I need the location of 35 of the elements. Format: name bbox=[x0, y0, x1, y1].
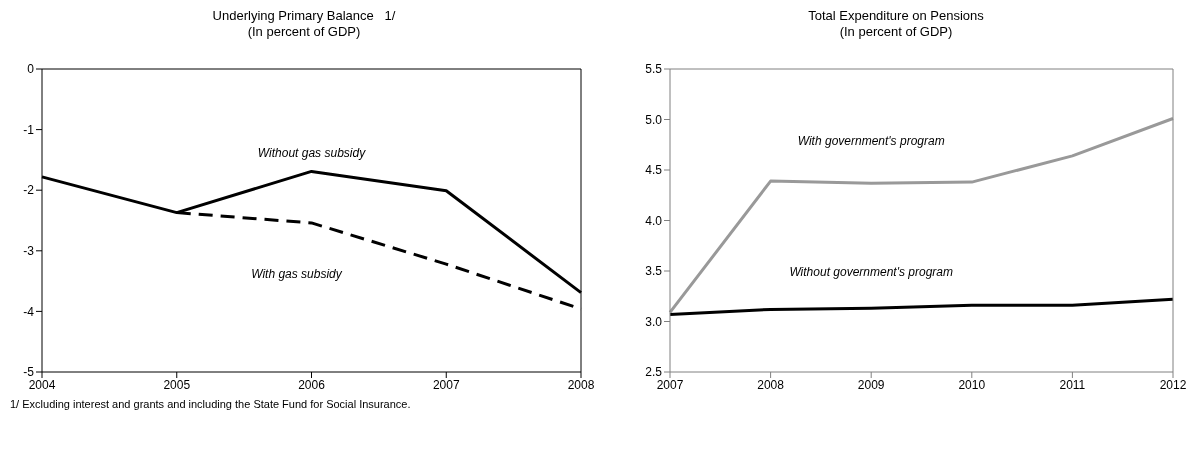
x-tick-label: 2008 bbox=[757, 377, 785, 392]
x-tick-label: 2009 bbox=[857, 377, 885, 392]
x-tick-label: 2011 bbox=[1059, 377, 1086, 392]
chart-title: Total Expenditure on Pensions bbox=[807, 8, 985, 24]
x-tick-label: 2010 bbox=[958, 377, 986, 392]
line-series bbox=[668, 297, 1175, 316]
y-tick-label: -4 bbox=[23, 304, 35, 319]
y-tick-label: 0 bbox=[27, 62, 35, 77]
x-tick-label: 2008 bbox=[567, 377, 595, 392]
text: With gas subsidy bbox=[251, 266, 343, 281]
chart-title: Underlying Primary Balance 1/ bbox=[211, 8, 397, 24]
x-tick-label: 2005 bbox=[163, 377, 191, 392]
y-tick-label: 3.0 bbox=[645, 314, 663, 329]
x-tick-label: 2004 bbox=[28, 377, 56, 392]
x-tick-label: 2012 bbox=[1159, 377, 1187, 392]
x-tick-label: 2007 bbox=[656, 377, 684, 392]
y-tick-label: -2 bbox=[23, 183, 35, 198]
line-series bbox=[668, 116, 1175, 314]
text: With government's program bbox=[797, 134, 945, 149]
x-tick-label: 2007 bbox=[432, 377, 460, 392]
text: 1/ Excluding interest and grants and including the State Fund for Social Insurance. bbox=[9, 398, 412, 410]
y-tick-label: 2.5 bbox=[645, 365, 663, 380]
y-tick-label: -3 bbox=[23, 244, 35, 259]
y-tick-label: -5 bbox=[23, 365, 35, 380]
chart-subtitle: (In percent of GDP) bbox=[838, 24, 954, 40]
x-tick-label: 2006 bbox=[298, 377, 326, 392]
y-tick-label: -1 bbox=[23, 122, 35, 137]
y-tick-label: 5.5 bbox=[645, 62, 663, 77]
chart-subtitle: (In percent of GDP) bbox=[246, 24, 362, 40]
y-tick-label: 4.0 bbox=[645, 213, 663, 228]
y-tick-label: 3.5 bbox=[645, 264, 663, 279]
y-tick-label: 5.0 bbox=[645, 112, 663, 127]
text: Without government's program bbox=[789, 265, 953, 280]
series-label: Without gas subsidy bbox=[257, 146, 367, 161]
y-tick-label: 4.5 bbox=[645, 163, 663, 178]
